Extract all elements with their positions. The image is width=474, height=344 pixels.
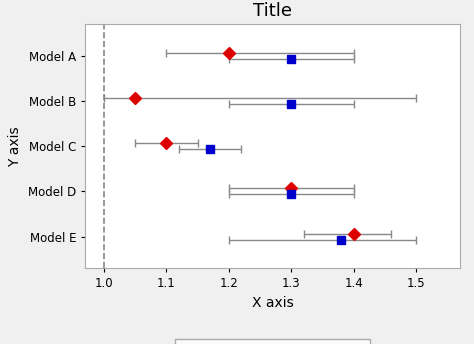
Title: Title: Title [253,2,292,20]
X-axis label: X axis: X axis [252,296,293,310]
Legend: legend 1, legend 2: legend 1, legend 2 [175,339,370,344]
Y-axis label: Y axis: Y axis [9,126,22,166]
